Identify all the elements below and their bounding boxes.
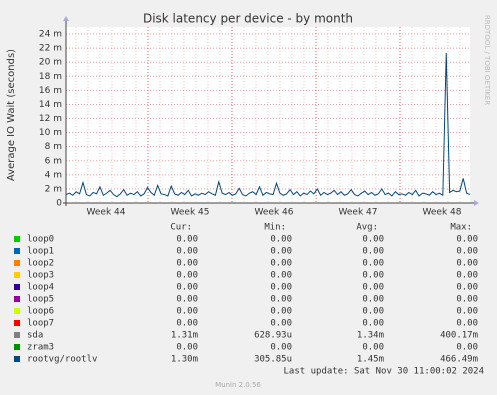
- legend-value: 0.00: [362, 283, 384, 293]
- x-tick-label: Week 45: [171, 208, 210, 218]
- y-tick-label: 10 m: [39, 128, 62, 138]
- legend-swatch: [14, 308, 20, 314]
- axis-arrow: [474, 200, 479, 206]
- legend-value: 1.34m: [357, 331, 384, 341]
- footer: Munin 2.0.56: [215, 381, 261, 389]
- legend-value: 1.30m: [171, 355, 198, 365]
- legend-value: 0.00: [270, 319, 292, 329]
- series-line: [65, 53, 471, 198]
- y-tick-label: 22 m: [39, 44, 62, 54]
- legend-value: 305.85u: [254, 355, 292, 365]
- x-tick-label: Week 44: [87, 208, 126, 218]
- y-tick-label: 12 m: [39, 114, 62, 124]
- legend-value: 0.00: [270, 283, 292, 293]
- legend-value: 0.00: [176, 343, 198, 353]
- legend-value: 0.00: [270, 271, 292, 281]
- legend-value: 0.00: [176, 319, 198, 329]
- y-tick-label: 8 m: [45, 142, 62, 152]
- legend-name: loop0: [27, 235, 54, 245]
- legend-swatch: [14, 356, 20, 362]
- legend-value: 0.00: [456, 295, 478, 305]
- legend-name: loop3: [27, 271, 54, 281]
- legend-swatch: [14, 272, 20, 278]
- legend-value: 0.00: [456, 307, 478, 317]
- legend-header: Cur:: [170, 223, 192, 233]
- legend-value: 0.00: [270, 247, 292, 257]
- y-axis-label: Average IO Wait (seconds): [6, 49, 17, 181]
- legend-value: 628.93u: [254, 331, 292, 341]
- legend-value: 0.00: [362, 307, 384, 317]
- legend-value: 0.00: [176, 307, 198, 317]
- legend-value: 0.00: [456, 271, 478, 281]
- legend-name: loop5: [27, 295, 54, 305]
- legend-value: 0.00: [176, 235, 198, 245]
- legend-swatch: [14, 344, 20, 350]
- y-tick-label: 14 m: [39, 100, 62, 110]
- legend-value: 0.00: [456, 343, 478, 353]
- legend-name: loop4: [27, 283, 54, 293]
- legend-header: Max:: [450, 223, 472, 233]
- legend-value: 0.00: [270, 343, 292, 353]
- legend-swatch: [14, 332, 20, 338]
- chart-title: Disk latency per device - by month: [143, 12, 353, 26]
- legend-name: loop2: [27, 259, 54, 269]
- legend-value: 0.00: [456, 319, 478, 329]
- last-update: Last update: Sat Nov 30 11:00:02 2024: [284, 367, 484, 377]
- y-tick-label: 24 m: [39, 30, 62, 40]
- legend-name: zram3: [27, 343, 54, 353]
- legend-swatch: [14, 248, 20, 254]
- legend-value: 400.17m: [440, 331, 478, 341]
- legend-name: loop1: [27, 247, 54, 257]
- side-text: RRDTOOL / TOBI OETIKER: [483, 15, 491, 105]
- legend-name: sda: [27, 331, 43, 341]
- legend-value: 0.00: [362, 343, 384, 353]
- legend-value: 0.00: [270, 295, 292, 305]
- legend-value: 0.00: [362, 259, 384, 269]
- legend-swatch: [14, 296, 20, 302]
- legend-value: 1.45m: [357, 355, 384, 365]
- y-tick-label: 0: [56, 199, 62, 209]
- legend-name: rootvg/rootlv: [27, 355, 97, 365]
- legend-value: 0.00: [270, 259, 292, 269]
- legend-value: 0.00: [176, 271, 198, 281]
- legend-swatch: [14, 320, 20, 326]
- legend-value: 0.00: [270, 307, 292, 317]
- legend-value: 0.00: [270, 235, 292, 245]
- legend-swatch: [14, 260, 20, 266]
- legend-value: 0.00: [176, 295, 198, 305]
- legend-value: 0.00: [362, 295, 384, 305]
- x-tick-label: Week 46: [255, 208, 294, 218]
- legend-name: loop6: [27, 307, 54, 317]
- legend-name: loop7: [27, 319, 54, 329]
- y-tick-label: 2 m: [45, 184, 62, 194]
- y-tick-label: 4 m: [45, 170, 62, 180]
- legend-value: 0.00: [176, 247, 198, 257]
- y-tick-label: 20 m: [39, 58, 62, 68]
- x-tick-label: Week 48: [423, 208, 462, 218]
- y-tick-label: 16 m: [39, 86, 62, 96]
- x-tick-label: Week 47: [339, 208, 378, 218]
- legend-value: 0.00: [362, 235, 384, 245]
- legend-swatch: [14, 284, 20, 290]
- legend-value: 0.00: [362, 247, 384, 257]
- legend-value: 0.00: [456, 235, 478, 245]
- legend-value: 0.00: [362, 271, 384, 281]
- legend-value: 0.00: [456, 283, 478, 293]
- legend-value: 0.00: [456, 259, 478, 269]
- legend-value: 0.00: [456, 247, 478, 257]
- legend-value: 0.00: [176, 283, 198, 293]
- legend-header: Min:: [264, 223, 286, 233]
- legend-value: 1.31m: [171, 331, 198, 341]
- legend-header: Avg:: [356, 223, 378, 233]
- legend-swatch: [14, 236, 20, 242]
- legend-value: 0.00: [176, 259, 198, 269]
- legend-value: 0.00: [362, 319, 384, 329]
- legend-value: 466.49m: [440, 355, 478, 365]
- axis-arrow: [63, 16, 69, 21]
- y-tick-label: 18 m: [39, 72, 62, 82]
- y-tick-label: 6 m: [45, 156, 62, 166]
